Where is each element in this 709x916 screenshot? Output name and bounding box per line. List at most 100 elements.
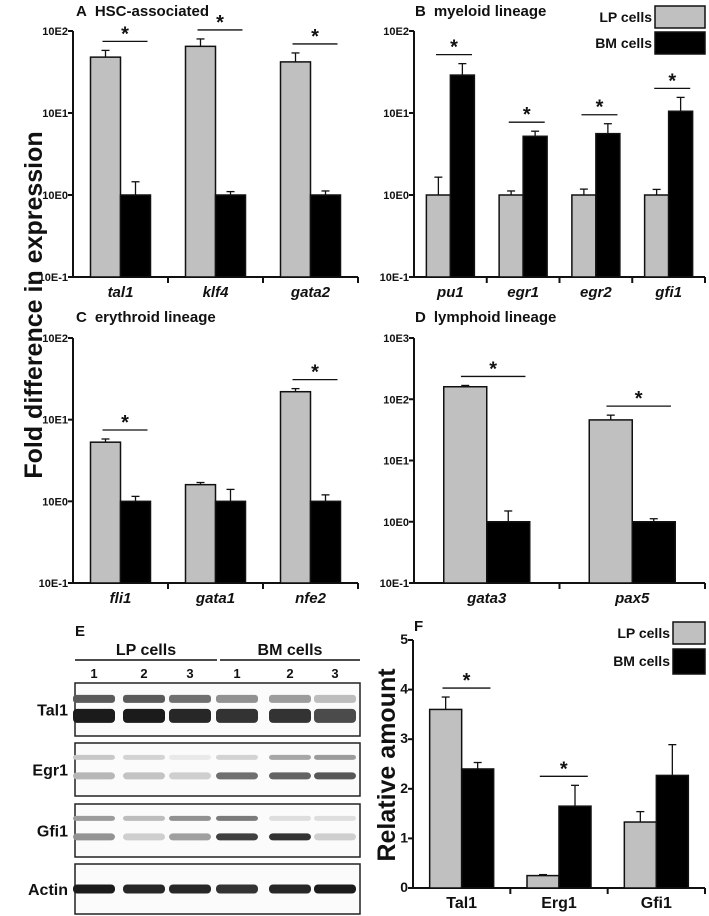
blot-band-upper xyxy=(269,815,311,821)
y-tick-label: 10E2 xyxy=(383,394,409,406)
significance-star: * xyxy=(489,358,497,380)
bar-bm-gfi1 xyxy=(667,110,694,278)
y-tick-label: 10E2 xyxy=(42,333,68,345)
blot-band-lower xyxy=(169,708,211,723)
category-label: gfi1 xyxy=(654,284,682,301)
y-tick-label: 10E1 xyxy=(42,108,68,120)
blot-frame xyxy=(74,803,361,858)
panel-letter-e: E xyxy=(75,623,85,640)
legend-panel-f: LP cells BM cells xyxy=(613,621,706,675)
y-tick-label: 10E0 xyxy=(42,190,68,202)
panel-letter: B xyxy=(415,3,426,20)
bar-bm-pax5 xyxy=(631,521,676,584)
panel-title-text: myeloid lineage xyxy=(434,3,547,20)
significance-star: * xyxy=(121,412,129,434)
blot-band-lower xyxy=(269,833,311,841)
category-label: fli1 xyxy=(110,590,132,607)
panel-title-text: lymphoid lineage xyxy=(434,309,557,326)
y-tick-label: 10E1 xyxy=(383,108,409,120)
blot-row-egr1: Egr1 xyxy=(32,742,361,797)
bar-bm-pu1 xyxy=(449,74,476,278)
bar-lp-gata2 xyxy=(279,61,312,278)
lane-number: 3 xyxy=(186,666,193,681)
panel-title-a: A HSC-associated xyxy=(76,3,209,20)
y-tick-label: 2 xyxy=(400,780,408,796)
panel-letter: A xyxy=(76,3,87,20)
bar-lp-gfi1 xyxy=(623,821,658,889)
blot-band-upper xyxy=(216,694,258,703)
panel-title-text: erythroid lineage xyxy=(95,309,216,326)
significance-star: * xyxy=(523,104,531,126)
legend-f-swatch-bm xyxy=(672,648,706,675)
y-axis-label-f: Relative amount xyxy=(373,668,401,862)
y-tick-label: 1 xyxy=(400,829,408,845)
bar-bm-tal1 xyxy=(119,194,152,278)
blot-frame xyxy=(74,682,361,737)
blot-band-lower xyxy=(216,833,258,841)
significance-star: * xyxy=(596,97,604,119)
panel-e-western-blot: E LP cells 1 2 3 BM cells 1 2 3 Tal1 Egr1 Gfi1 Actin xyxy=(28,623,361,915)
blot-band-lower xyxy=(269,708,311,723)
bar-bm-erg1 xyxy=(558,805,592,889)
blot-band-lower xyxy=(123,772,165,780)
category-label: gata1 xyxy=(195,590,235,607)
y-tick-label: 10E2 xyxy=(383,26,409,38)
panel-letter: C xyxy=(76,309,87,326)
blot-band-lower xyxy=(123,708,165,723)
legend-swatch-bm xyxy=(654,31,706,55)
y-tick-label: 10E1 xyxy=(383,456,409,468)
y-tick-label: 10E2 xyxy=(42,26,68,38)
blot-band-upper xyxy=(73,754,115,760)
blot-band-upper xyxy=(314,815,356,821)
bar-lp-gfi1 xyxy=(643,194,670,278)
significance-star: * xyxy=(450,37,458,59)
legend-f-label-lp: LP cells xyxy=(617,625,670,641)
blot-band-lower xyxy=(314,708,356,723)
blot-band-upper xyxy=(123,754,165,760)
bar-lp-egr1 xyxy=(498,194,524,278)
y-tick-label: 10E-1 xyxy=(39,578,68,590)
bar-lp-gata3 xyxy=(443,385,488,584)
blot-band-lower xyxy=(216,884,258,894)
shared-y-axis-label: Fold difference in expression xyxy=(20,131,48,478)
significance-star: * xyxy=(668,70,676,92)
significance-star: * xyxy=(311,26,319,48)
bar-bm-egr2 xyxy=(595,132,621,278)
blot-group-header: BM cells xyxy=(258,642,323,659)
blot-band-upper xyxy=(73,694,115,703)
blot-band-upper xyxy=(169,694,211,703)
legend-f-swatch-lp xyxy=(672,621,706,645)
bar-bm-gata2 xyxy=(309,194,342,278)
blot-band-lower xyxy=(123,833,165,841)
legend-label-bm: BM cells xyxy=(595,35,652,51)
bar-bm-gata3 xyxy=(486,521,531,584)
significance-star: * xyxy=(635,388,643,410)
bar-bm-klf4 xyxy=(214,194,247,278)
bar-lp-pu1 xyxy=(425,194,452,278)
category-label: gata3 xyxy=(466,590,507,607)
bar-lp-klf4 xyxy=(184,45,217,278)
category-label: gata2 xyxy=(290,284,331,301)
blot-band-upper xyxy=(314,694,356,703)
y-tick-label: 4 xyxy=(400,681,408,697)
y-tick-label: 0 xyxy=(400,879,408,895)
category-label: pax5 xyxy=(614,590,650,607)
blot-band-lower xyxy=(314,833,356,841)
significance-star: * xyxy=(216,12,224,34)
blot-row-label: Tal1 xyxy=(37,703,68,720)
y-tick-label: 10E0 xyxy=(383,517,409,529)
bar-lp-tal1 xyxy=(428,708,463,889)
blot-band-upper xyxy=(216,815,258,821)
blot-frame xyxy=(74,742,361,797)
lane-number: 3 xyxy=(331,666,338,681)
blot-row-label: Actin xyxy=(28,882,68,899)
blot-band-lower xyxy=(314,772,356,780)
legend-f-label-bm: BM cells xyxy=(613,653,670,669)
blot-row-label: Egr1 xyxy=(32,763,68,780)
category-label: Gfi1 xyxy=(641,895,672,912)
blot-row-gfi1: Gfi1 xyxy=(37,803,361,858)
blot-band-lower xyxy=(169,833,211,841)
